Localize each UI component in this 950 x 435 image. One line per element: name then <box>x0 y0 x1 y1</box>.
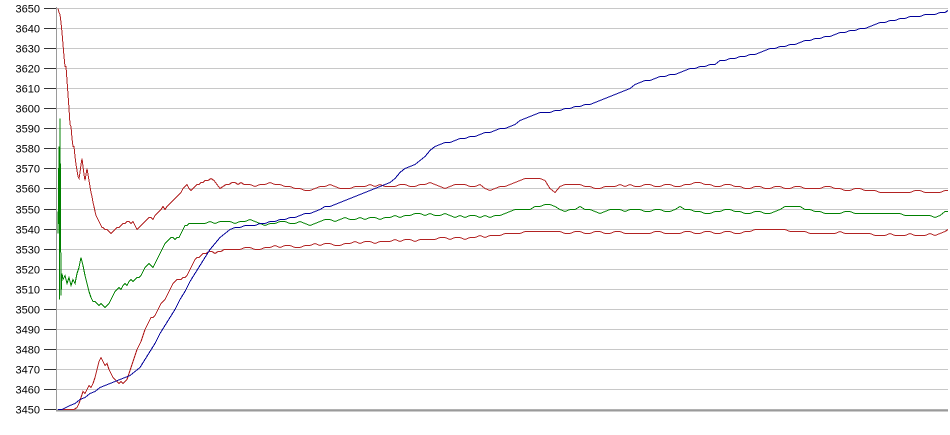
y-axis-tick-label: 3610 <box>16 84 40 96</box>
y-axis-tick-label: 3630 <box>16 44 40 56</box>
y-axis-tick-label: 3500 <box>16 305 40 317</box>
y-axis-tick-label: 3470 <box>16 365 40 377</box>
y-axis-tick-label: 3480 <box>16 345 40 357</box>
series-mean-green <box>57 118 948 309</box>
series-lower-band-red <box>58 229 949 410</box>
y-axis-tick-label: 3640 <box>16 24 40 36</box>
y-axis-tick-label: 3590 <box>16 124 40 136</box>
y-axis-tick-label: 3620 <box>16 64 40 76</box>
y-axis-tick-label: 3490 <box>16 325 40 337</box>
y-axis-tick-label: 3650 <box>16 4 40 16</box>
y-axis-tick-label: 3550 <box>16 205 40 217</box>
y-axis-tick-label: 3580 <box>16 144 40 156</box>
y-axis-tick-label: 3450 <box>16 405 40 417</box>
series-upper-band-red <box>57 8 948 235</box>
series-cumulative-blue <box>58 10 949 410</box>
y-axis-tick-label: 3540 <box>16 225 40 237</box>
y-axis-tick-label: 3570 <box>16 164 40 176</box>
y-axis-tick-label: 3460 <box>16 385 40 397</box>
y-axis-tick-label: 3560 <box>16 184 40 196</box>
y-axis-tick-label: 3520 <box>16 265 40 277</box>
y-axis-tick-label: 3600 <box>16 104 40 116</box>
y-axis-tick-label: 3510 <box>16 285 40 297</box>
y-axis-tick-label: 3530 <box>16 245 40 257</box>
